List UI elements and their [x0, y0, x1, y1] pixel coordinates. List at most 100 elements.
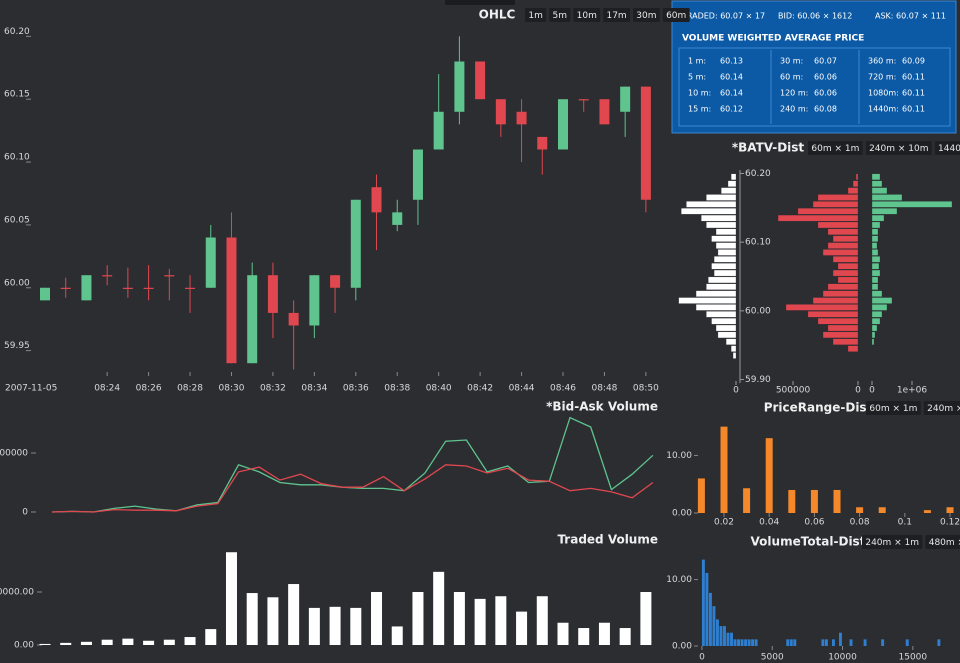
histogram-bar: [712, 606, 716, 646]
bar: [350, 607, 362, 645]
button-bg: [549, 8, 571, 22]
bar: [765, 438, 773, 513]
button-label: 480m × 5m: [929, 538, 960, 548]
button-bg: [934, 141, 960, 155]
dist-bar: [711, 263, 737, 270]
dist-bar: [715, 228, 737, 236]
dist-bar: [871, 242, 878, 249]
bar: [205, 629, 217, 645]
timeframe-button[interactable]: 60m × 1m: [808, 141, 863, 155]
dist-bar: [708, 276, 737, 284]
histogram-bar: [730, 632, 733, 646]
button-label: 240m × 1m: [865, 538, 919, 548]
button-bg: [866, 401, 921, 415]
dist-bar: [871, 208, 898, 215]
timeframe-button[interactable]: 10m: [573, 8, 601, 22]
button-label: 240m × 5m: [927, 404, 960, 414]
button-label: 30m: [636, 11, 656, 21]
x-tick-label: 08:34: [301, 384, 327, 394]
x-tick-label: 10000: [828, 653, 857, 663]
chart-title: VolumeTotal-Dist: [751, 535, 866, 549]
histogram-bar: [754, 639, 758, 646]
x-tick-label: 08:44: [509, 384, 535, 394]
bar: [856, 507, 864, 513]
quote: ASK: 60.07 × 111: [875, 12, 946, 21]
vwap-price: 60.07: [814, 57, 837, 66]
quote: TRADED: 60.07 × 17: [681, 12, 765, 21]
dist-bar: [730, 345, 737, 352]
dist-bar: [871, 221, 881, 229]
vwap-window: 360 m:: [868, 57, 896, 66]
chart-title: OHLC: [479, 8, 516, 22]
x-tick-label: 15000: [899, 653, 928, 663]
dist-bar: [855, 173, 859, 181]
timeframe-button[interactable]: 60m × 1m: [866, 401, 921, 415]
timeframe-button[interactable]: 17m: [603, 8, 630, 22]
candle-body: [537, 136, 548, 150]
x-tick-label: 08:24: [94, 384, 120, 394]
bar: [184, 637, 196, 645]
timeframe-button[interactable]: 1m: [525, 8, 547, 22]
y-tick-label: 10.00: [666, 451, 692, 461]
bar: [495, 596, 507, 645]
y-tick-label: 59.95: [4, 341, 30, 351]
dist-bar: [871, 249, 879, 256]
bar: [598, 622, 610, 645]
dist-bar: [812, 201, 859, 208]
x-tick-label: 0.08: [850, 518, 870, 528]
dist-bar: [871, 304, 888, 311]
x-tick-label: 08:48: [591, 384, 617, 394]
dist-bar: [706, 194, 737, 201]
timeframe-button[interactable]: 240m × 10m: [865, 141, 932, 155]
bar: [329, 606, 341, 645]
bar: [371, 591, 383, 645]
bar: [578, 628, 590, 645]
dist-bar: [871, 269, 881, 277]
dist-bar: [732, 352, 737, 359]
button-label: 60m × 1m: [811, 144, 859, 154]
histogram-bar: [824, 639, 828, 646]
timeframe-button[interactable]: 30m: [633, 8, 660, 22]
x-tick-label: 08:26: [136, 384, 162, 394]
vwap-price: 60.06: [814, 89, 837, 98]
histogram-bar: [881, 639, 885, 646]
y-tick-label: 10000.00: [0, 587, 34, 597]
timeframe-button[interactable]: 60m: [662, 8, 690, 22]
candle-body: [122, 287, 133, 289]
dist-bar: [711, 317, 737, 325]
quote: BID: 60.06 × 1612: [778, 12, 852, 21]
candle-body: [454, 61, 465, 112]
x-tick-label: 0.06: [804, 518, 824, 528]
dist-bar: [715, 324, 737, 332]
bar: [516, 611, 528, 645]
dist-bar: [871, 214, 885, 222]
button-bg: [633, 8, 660, 22]
y-tick-label: 60.20: [4, 27, 30, 37]
bar: [433, 571, 445, 645]
timeframe-button[interactable]: 480m × 5m: [925, 535, 960, 549]
dist-bar: [706, 221, 737, 229]
dist-bar: [713, 269, 737, 277]
bar: [557, 622, 569, 645]
timeframe-button[interactable]: 5m: [549, 8, 571, 22]
timeframe-button[interactable]: 1440m × 60m: [934, 141, 960, 155]
vwap-grid: [678, 47, 951, 127]
timeframe-button[interactable]: 240m × 1m: [862, 535, 923, 549]
y-tick-label: 500000: [0, 448, 28, 458]
y-tick-label: 0.00: [672, 642, 692, 652]
dist-bar: [852, 180, 859, 187]
candle-body: [102, 275, 113, 277]
timeframe-button[interactable]: 240m × 5m: [923, 401, 960, 415]
candle-body: [60, 287, 71, 289]
histogram-bar: [786, 639, 790, 646]
dist-bar: [706, 283, 737, 290]
dist-bar: [871, 256, 881, 263]
x-tick-label: 08:40: [426, 384, 452, 394]
candle-body: [309, 275, 320, 326]
button-bg: [662, 8, 690, 22]
dist-bar: [871, 276, 879, 284]
x-tick-label: 08:46: [550, 384, 576, 394]
x-tick-label: 0.12: [940, 518, 960, 528]
dist-bar: [871, 187, 888, 194]
histogram-bar: [744, 639, 748, 646]
